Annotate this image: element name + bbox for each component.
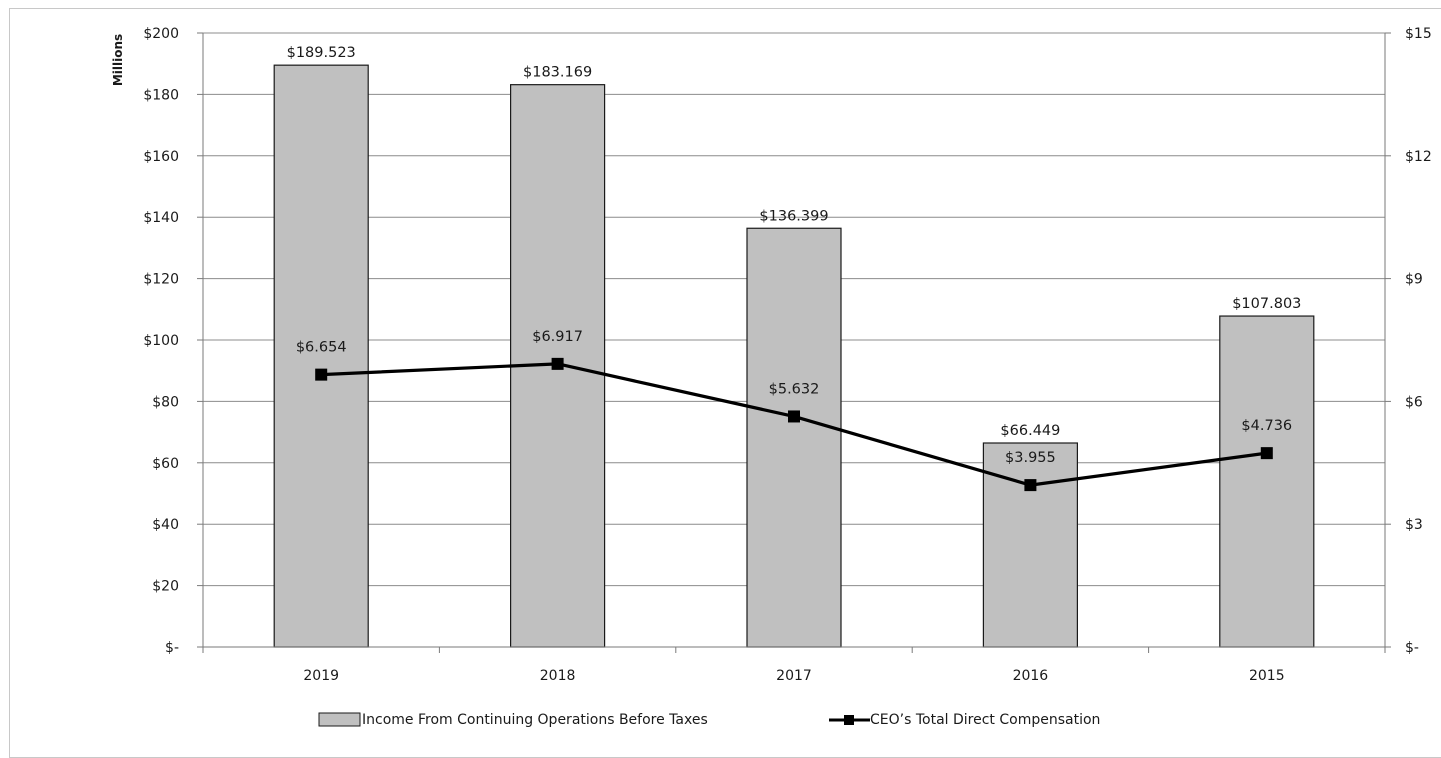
legend-line-label: CEO’s Total Direct Compensation: [870, 712, 1100, 728]
line-data-label: $5.632: [769, 381, 820, 397]
x-tick-label: 2015: [1249, 668, 1285, 684]
x-tick-label: 2016: [1013, 668, 1049, 684]
bar-data-label: $66.449: [1000, 423, 1060, 439]
x-tick-label: 2017: [776, 668, 812, 684]
right-tick-label: $-: [1405, 640, 1419, 656]
bar-data-label: $183.169: [523, 65, 592, 81]
x-axis-ticks: 2019 2018 2017 2016 2015: [303, 668, 1284, 684]
x-tick-label: 2018: [540, 668, 576, 684]
left-tick-label: $100: [143, 333, 179, 349]
right-tick-label: $15: [1405, 26, 1432, 42]
left-tick-label: $40: [152, 517, 179, 533]
left-axis-ticks: $- $20 $40 $60 $80 $100 $120 $140 $160 $180 $200: [143, 26, 203, 656]
legend-bar-label: Income From Continuing Operations Before…: [362, 712, 708, 728]
line-data-labels: $6.654 $6.917 $5.632 $3.955 $4.736: [296, 329, 1292, 466]
line-data-label: $6.654: [296, 340, 347, 356]
bar-series: [273, 64, 1315, 648]
line-point-2017: [788, 410, 800, 423]
line-data-label: $3.955: [1005, 450, 1056, 466]
line-data-label: $4.736: [1241, 418, 1292, 434]
bar-2019: [273, 64, 369, 648]
y-axis-title: Millions: [111, 34, 125, 86]
right-tick-label: $12: [1405, 149, 1432, 165]
left-tick-label: $180: [143, 87, 179, 103]
line-series: [315, 357, 1273, 492]
left-tick-label: $120: [143, 272, 179, 288]
legend-line-marker: [844, 715, 854, 725]
left-tick-label: $140: [143, 210, 179, 226]
x-tick-label: 2019: [303, 668, 339, 684]
bar-data-label: $107.803: [1232, 296, 1301, 312]
line-point-2016: [1024, 479, 1037, 492]
bar-2015: [1219, 315, 1315, 648]
bar-data-label: $189.523: [287, 45, 356, 61]
left-tick-label: $20: [152, 579, 179, 595]
legend: Income From Continuing Operations Before…: [318, 712, 1100, 728]
left-tick-label: $-: [165, 640, 179, 656]
right-axis-ticks: $- $3 $6 $9 $12 $15: [1385, 26, 1432, 656]
line-data-label: $6.917: [532, 329, 583, 345]
bar-data-labels: $189.523 $183.169 $136.399 $66.449 $107.803: [287, 45, 1302, 439]
line-point-2019: [315, 368, 328, 381]
bar-data-label: $136.399: [759, 208, 828, 224]
left-tick-label: $200: [143, 26, 179, 42]
right-tick-label: $9: [1405, 272, 1423, 288]
legend-bar-swatch: [318, 712, 361, 727]
bar-2016: [982, 442, 1079, 648]
left-tick-label: $160: [143, 149, 179, 165]
bar-2017: [746, 227, 842, 648]
line-point-2015: [1260, 447, 1273, 460]
right-tick-label: $6: [1405, 394, 1423, 410]
left-tick-label: $60: [152, 456, 179, 472]
right-tick-label: $3: [1405, 517, 1423, 533]
left-tick-label: $80: [152, 394, 179, 410]
line-point-2018: [551, 357, 564, 370]
